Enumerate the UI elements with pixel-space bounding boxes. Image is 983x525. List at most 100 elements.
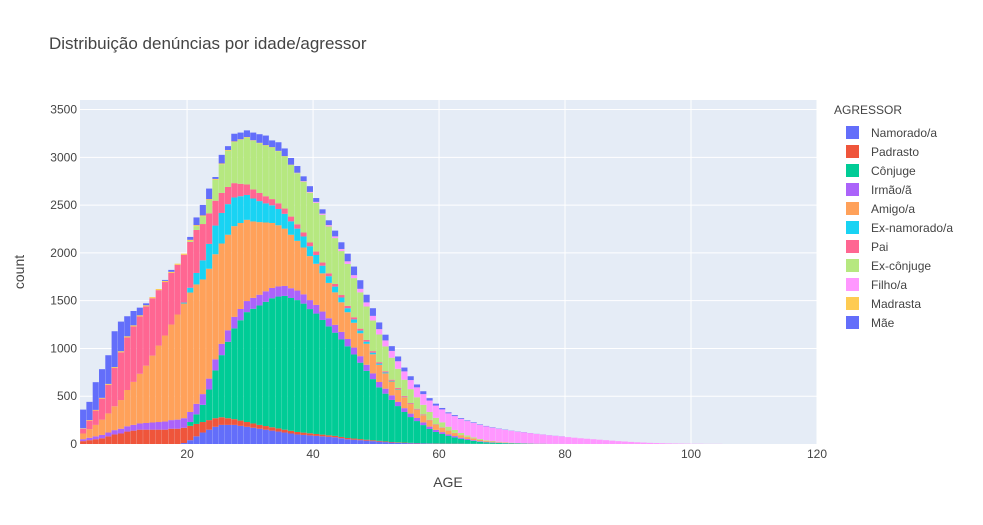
bar-segment[interactable] [98,397,106,399]
bar-segment[interactable] [609,440,616,444]
bar-segment[interactable] [199,224,206,261]
bar-segment[interactable] [231,419,238,425]
bar-segment[interactable] [155,290,162,346]
bar-segment[interactable] [458,418,465,419]
bar-segment[interactable] [231,197,238,227]
bar-segment[interactable] [395,387,402,389]
bar-segment[interactable] [256,201,263,223]
bar-segment[interactable] [332,437,339,444]
bar-segment[interactable] [180,253,187,255]
bar-segment[interactable] [111,434,118,444]
bar-segment[interactable] [180,254,187,303]
bar-segment[interactable] [287,288,295,298]
bar-segment[interactable] [174,314,181,420]
bar-segment[interactable] [420,394,427,405]
bar-segment[interactable] [250,140,257,190]
bar-segment[interactable] [552,435,559,444]
bar-segment[interactable] [231,183,238,198]
bar-segment[interactable] [231,142,238,184]
bar-segment[interactable] [338,242,345,249]
bar-segment[interactable] [395,388,402,390]
bar-segment[interactable] [161,280,169,283]
bar-segment[interactable] [344,261,351,264]
bar-segment[interactable] [250,427,257,444]
bar-segment[interactable] [199,432,206,444]
bar-segment[interactable] [325,436,332,444]
bar-segment[interactable] [382,442,389,444]
bar-segment[interactable] [401,395,408,397]
bar-segment[interactable] [193,229,200,273]
bar-segment[interactable] [382,441,389,443]
bar-segment[interactable] [294,224,301,229]
bar-segment[interactable] [306,433,313,436]
bar-segment[interactable] [369,441,376,444]
bar-segment[interactable] [199,279,206,395]
bar-segment[interactable] [193,217,200,226]
bar-segment[interactable] [212,359,219,371]
bar-segment[interactable] [218,355,225,418]
bar-segment[interactable] [117,351,124,353]
bar-segment[interactable] [350,439,358,444]
bar-segment[interactable] [275,209,282,226]
bar-segment[interactable] [206,199,213,214]
bar-segment[interactable] [332,236,339,239]
bar-segment[interactable] [432,417,439,425]
bar-segment[interactable] [451,416,458,430]
bar-segment[interactable] [294,300,301,432]
bar-segment[interactable] [256,192,263,202]
bar-segment[interactable] [395,361,402,369]
bar-segment[interactable] [615,441,622,444]
bar-segment[interactable] [143,365,150,423]
bar-segment[interactable] [344,439,351,444]
bar-segment[interactable] [401,397,408,409]
bar-segment[interactable] [199,216,206,225]
bar-segment[interactable] [470,440,477,441]
legend-item[interactable]: Madrasta [834,294,953,313]
bar-segment[interactable] [313,433,320,436]
bar-segment[interactable] [451,429,458,433]
bar-segment[interactable] [426,428,433,444]
bar-segment[interactable] [350,354,358,439]
bar-segment[interactable] [332,286,339,293]
legend-item[interactable]: Ex-namorado/a [834,218,953,237]
legend-item[interactable]: Namorado/a [834,123,953,142]
bar-segment[interactable] [143,305,150,307]
bar-segment[interactable] [439,432,446,434]
bar-segment[interactable] [319,273,326,312]
bar-segment[interactable] [187,292,194,412]
bar-segment[interactable] [206,243,213,269]
bar-segment[interactable] [376,387,383,441]
bar-segment[interactable] [306,435,313,444]
bar-segment[interactable] [571,437,578,444]
bar-segment[interactable] [350,438,358,440]
bar-segment[interactable] [124,390,131,427]
bar-segment[interactable] [420,414,427,415]
bar-segment[interactable] [420,391,427,395]
bar-segment[interactable] [306,192,313,243]
legend-item[interactable]: Amigo/a [834,199,953,218]
bar-segment[interactable] [262,145,269,197]
bar-segment[interactable] [224,204,232,235]
bar-segment[interactable] [464,421,471,436]
bar-segment[interactable] [212,179,219,201]
bar-segment[interactable] [300,176,307,182]
bar-segment[interactable] [313,254,320,264]
bar-segment[interactable] [584,438,591,444]
bar-segment[interactable] [130,325,137,327]
bar-segment[interactable] [665,443,673,444]
bar-segment[interactable] [269,147,276,200]
bar-segment[interactable] [180,303,187,419]
bar-segment[interactable] [130,310,137,326]
bar-segment[interactable] [174,263,181,265]
bar-segment[interactable] [401,371,408,380]
bar-segment[interactable] [344,253,351,262]
bar-segment[interactable] [275,286,282,297]
bar-segment[interactable] [269,287,276,299]
bar-segment[interactable] [111,367,118,369]
bar-segment[interactable] [451,433,458,437]
bar-segment[interactable] [313,263,320,305]
bar-segment[interactable] [325,326,332,436]
bar-segment[interactable] [325,226,332,274]
bar-segment[interactable] [388,442,395,444]
bar-segment[interactable] [420,415,427,423]
